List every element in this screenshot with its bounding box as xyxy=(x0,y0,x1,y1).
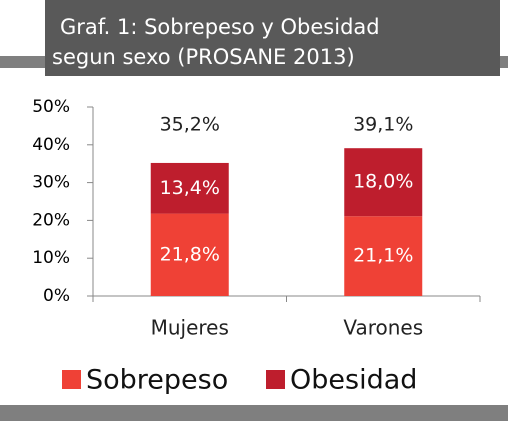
data-label: 21,1% xyxy=(353,245,413,267)
bar-segment xyxy=(150,162,229,214)
chart-title: Graf. 1: Sobrepeso y Obesidad xyxy=(60,15,380,39)
y-tick-label: 10% xyxy=(32,248,70,268)
legend-label: Obesidad xyxy=(290,365,417,396)
data-label: 21,8% xyxy=(160,243,220,265)
y-tick-label: 50% xyxy=(32,97,70,117)
x-tick-label: Varones xyxy=(343,316,423,340)
footer-strip xyxy=(0,405,508,421)
x-tick-label: Mujeres xyxy=(151,316,229,340)
bar-segment xyxy=(344,148,423,217)
title-box xyxy=(45,0,500,76)
total-label: 39,1% xyxy=(353,114,413,136)
legend-swatch xyxy=(62,370,81,389)
data-label: 18,0% xyxy=(353,171,413,193)
data-label: 13,4% xyxy=(160,177,220,199)
y-tick-label: 0% xyxy=(43,286,70,306)
legend-swatch xyxy=(266,370,285,389)
y-tick-label: 20% xyxy=(32,210,70,230)
total-label: 35,2% xyxy=(160,114,220,136)
bar-segment xyxy=(344,216,423,296)
chart-title: segun sexo (PROSANE 2013) xyxy=(52,45,355,69)
legend-label: Sobrepeso xyxy=(86,365,228,396)
bar-segment xyxy=(150,213,229,296)
y-tick-label: 30% xyxy=(32,173,70,193)
y-tick-label: 40% xyxy=(32,135,70,155)
